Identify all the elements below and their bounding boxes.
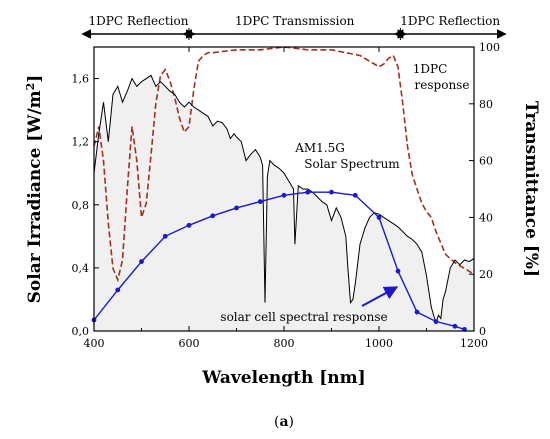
y-right-tick-label: 60	[479, 155, 493, 168]
region-label: 1DPC Transmission	[235, 14, 355, 28]
x-axis-title: Wavelength [nm]	[201, 368, 365, 388]
cell-response-point	[433, 319, 439, 324]
x-tick-label: 600	[179, 337, 200, 350]
figure-caption-letter: a	[279, 414, 288, 430]
y-right-tick-label: 100	[479, 41, 500, 54]
cell-response-point	[305, 189, 311, 195]
dpc-response-line	[93, 46, 475, 283]
x-tick-label: 1000	[365, 337, 393, 350]
spectrum-annotation-line2: Solar Spectrum	[304, 157, 400, 171]
y-left-tick-label: 0,8	[72, 199, 90, 212]
x-tick-label: 800	[274, 337, 295, 350]
y-right-axis-title: Transmittance [%]	[521, 101, 541, 277]
spectrum-fill-area	[94, 75, 474, 332]
y-left-axis-ticks: 0,0 0,4 0,8 1,2 1,6	[72, 73, 99, 338]
cell-response-point	[376, 215, 382, 220]
dpc-annotation-line1: 1DPC	[413, 62, 448, 76]
y-right-tick-label: 40	[479, 211, 493, 224]
y-right-tick-label: 0	[479, 325, 486, 338]
y-left-tick-label: 1,6	[72, 73, 90, 86]
cell-response-point	[115, 287, 121, 293]
cell-response-point	[139, 259, 144, 264]
dpc-annotation-line2: response	[415, 78, 470, 92]
region-label: 1DPC Reflection	[89, 14, 189, 28]
y-right-tick-label: 20	[479, 268, 493, 281]
cell-response-point	[162, 233, 168, 239]
cell-response-point	[329, 189, 334, 195]
spectrum-line	[93, 74, 475, 325]
cell-response-point	[395, 268, 401, 274]
cell-response-point	[352, 192, 358, 198]
cell-response-annotation: solar cell spectral response	[220, 310, 387, 324]
y-left-title-main: Solar Irradiance [W/m	[25, 90, 45, 303]
cell-response-point	[234, 205, 239, 211]
cell-response-arrow	[361, 286, 399, 307]
y-left-tick-label: 0,0	[72, 325, 90, 338]
cell-response-markers	[91, 189, 467, 332]
y-left-tick-label: 0,4	[72, 262, 90, 275]
cell-response-point	[452, 323, 458, 329]
spectrum-annotation-line1: AM1.5G	[294, 141, 345, 155]
x-axis-ticks: 400 600 800 1000 1200	[84, 47, 488, 350]
y-right-axis-ticks: 0 20 40 60 80 100	[469, 41, 500, 338]
y-left-title-sup: 2	[24, 83, 37, 91]
cell-response-point	[281, 192, 287, 198]
cell-response-line	[93, 191, 465, 331]
cell-response-point	[210, 213, 216, 219]
y-left-title-end: ]	[25, 75, 45, 83]
x-tick-label: 1200	[460, 337, 488, 350]
region-brackets: 1DPC Reflection 1DPC Transmission 1DPC Ref…	[81, 14, 507, 40]
y-left-tick-label: 1,2	[72, 136, 90, 149]
cell-response-point	[186, 222, 192, 228]
figure-caption: (a)	[274, 414, 294, 430]
cell-response-point	[257, 199, 263, 205]
y-right-tick-label: 80	[479, 98, 493, 111]
cell-response-point	[414, 309, 420, 315]
y-left-axis-title: Solar Irradiance [W/m2]	[24, 75, 46, 304]
region-label: 1DPC Reflection	[400, 14, 500, 28]
x-tick-label: 400	[84, 337, 105, 350]
